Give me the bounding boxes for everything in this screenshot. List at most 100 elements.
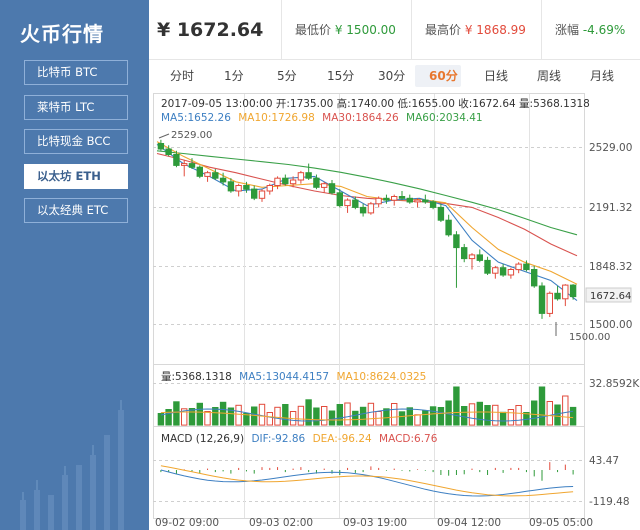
volume-bar — [538, 386, 546, 426]
price-axis-label: 2191.32 — [589, 202, 632, 214]
volume-bar — [453, 386, 460, 426]
menu-item-etc[interactable]: 以太经典 ETC — [24, 198, 128, 223]
candle-body — [181, 163, 188, 166]
volume-bar — [321, 406, 328, 426]
ticker-header: ¥ 1672.64 最低价 ¥ 1500.00 最高价 ¥ 1868.99 涨幅… — [149, 0, 640, 60]
current-price-tag: 1672.64 — [590, 291, 631, 302]
volume-bar — [359, 406, 367, 426]
candle-body — [546, 292, 554, 314]
candle-body — [406, 197, 414, 203]
volume-bars — [157, 386, 577, 426]
tab-weekly[interactable]: 周线 — [537, 69, 562, 83]
menu-item-ltc[interactable]: 莱特币 LTC — [24, 94, 128, 120]
tab-60min[interactable]: 60分 — [429, 69, 458, 83]
volume-bar — [383, 408, 390, 426]
volume-bar — [531, 400, 538, 426]
volume-bar — [282, 404, 289, 426]
time-axis-label: 09-03 19:00 — [343, 517, 407, 529]
menu-item-eth[interactable]: 以太坊 ETH — [24, 163, 128, 189]
candle-body — [359, 206, 367, 214]
volume-bar — [515, 405, 522, 426]
volume-bar — [367, 402, 375, 426]
volume-bar — [344, 402, 351, 426]
volume-bar — [243, 413, 250, 426]
low-price-value: ¥ 1500.00 — [334, 23, 396, 37]
volume-bar — [204, 411, 211, 426]
candle-body — [492, 267, 499, 274]
price-gridlines — [153, 147, 585, 502]
macd-dif-line — [160, 469, 574, 497]
candles — [157, 139, 577, 319]
candle-body — [437, 206, 445, 221]
macd-dea: DEA:-96.24 — [313, 433, 372, 445]
volume-bar — [227, 407, 235, 426]
candle-body — [235, 185, 242, 192]
volume-bar — [328, 410, 336, 426]
candle-body — [414, 199, 421, 203]
candle-body — [484, 259, 491, 274]
kline-chart[interactable]: 2017-09-05 13:00:00 开:1735.00 高:1740.00 … — [149, 90, 640, 530]
min-price-marker: 1500.00 — [569, 332, 610, 343]
volume-legend: 量:5368.1318 MA5:13044.4157 MA10:8624.032… — [161, 371, 426, 383]
ma5-legend: MA5:1652.26 — [161, 112, 231, 124]
candle-body — [468, 254, 476, 260]
max-price-marker: 2529.00 — [171, 130, 212, 141]
ma60-line — [156, 150, 578, 236]
volume-bar — [461, 406, 468, 426]
coin-menu: 比特币 BTC 莱特币 LTC 比特现金 BCC 以太坊 ETH 以太经典 ET… — [24, 60, 128, 233]
volume-bar — [437, 407, 445, 426]
volume-ma5-line — [160, 408, 574, 422]
moving-average-lines — [156, 141, 578, 302]
volume-bar — [188, 408, 196, 426]
current-price-tag-box — [585, 287, 632, 303]
volume-bar — [507, 409, 515, 426]
tab-15min[interactable]: 15分 — [327, 69, 355, 83]
tab-1min[interactable]: 1分 — [224, 69, 244, 83]
tab-5min[interactable]: 5分 — [277, 69, 297, 83]
candle-body — [476, 254, 484, 261]
candle-body — [499, 267, 507, 276]
ma30-line — [156, 152, 578, 257]
ma10-line — [156, 141, 578, 285]
last-price: ¥ 1672.64 — [157, 19, 264, 41]
tab-monthly[interactable]: 月线 — [590, 69, 615, 83]
candle-body — [188, 163, 196, 168]
price-axis-label: 1500.00 — [589, 319, 632, 331]
candle-body — [196, 166, 203, 177]
tab-30min[interactable]: 30分 — [378, 69, 406, 83]
candle-body — [523, 263, 530, 271]
ma60-legend: MA60:2034.41 — [406, 112, 483, 124]
menu-item-bcc[interactable]: 比特现金 BCC — [24, 129, 128, 154]
kline-svg[interactable]: 2017-09-05 13:00:00 开:1735.00 高:1740.00 … — [149, 90, 640, 530]
candle-body — [266, 185, 273, 192]
candle-body — [538, 285, 546, 314]
volume-ma5: MA5:13044.4157 — [239, 371, 329, 383]
tab-timeshare[interactable]: 分时 — [170, 69, 195, 83]
volume-bar — [181, 408, 188, 426]
ma30-legend: MA30:1864.26 — [322, 112, 399, 124]
change-value: -4.69% — [582, 23, 626, 37]
candle-body — [398, 196, 406, 199]
volume-bar — [422, 410, 429, 426]
candle-body — [507, 269, 515, 276]
volume-bar — [305, 399, 312, 426]
volume-bar — [274, 406, 281, 426]
volume-ma10-line — [160, 411, 574, 421]
time-axis-label: 09-03 02:00 — [249, 517, 313, 529]
candle-body — [461, 247, 468, 260]
volume-bar — [266, 412, 273, 426]
candle-body — [313, 177, 320, 188]
candle-body — [204, 172, 211, 177]
active-tab-highlight — [415, 65, 461, 87]
macd-legend: MACD (12,26,9) DIF:-92.86 DEA:-96.24 MAC… — [161, 433, 438, 445]
divider — [281, 0, 282, 60]
volume-ma10: MA10:8624.0325 — [336, 371, 426, 383]
menu-item-btc[interactable]: 比特币 BTC — [24, 60, 128, 85]
candle-body — [321, 183, 328, 188]
volume-bar — [476, 401, 484, 426]
volume-bar — [499, 411, 507, 426]
tab-daily[interactable]: 日线 — [484, 69, 509, 83]
candle-body — [328, 183, 336, 194]
volume-bar — [336, 404, 344, 426]
ma-legend: MA5:1652.26 MA10:1726.98 MA30:1864.26 MA… — [161, 112, 483, 124]
